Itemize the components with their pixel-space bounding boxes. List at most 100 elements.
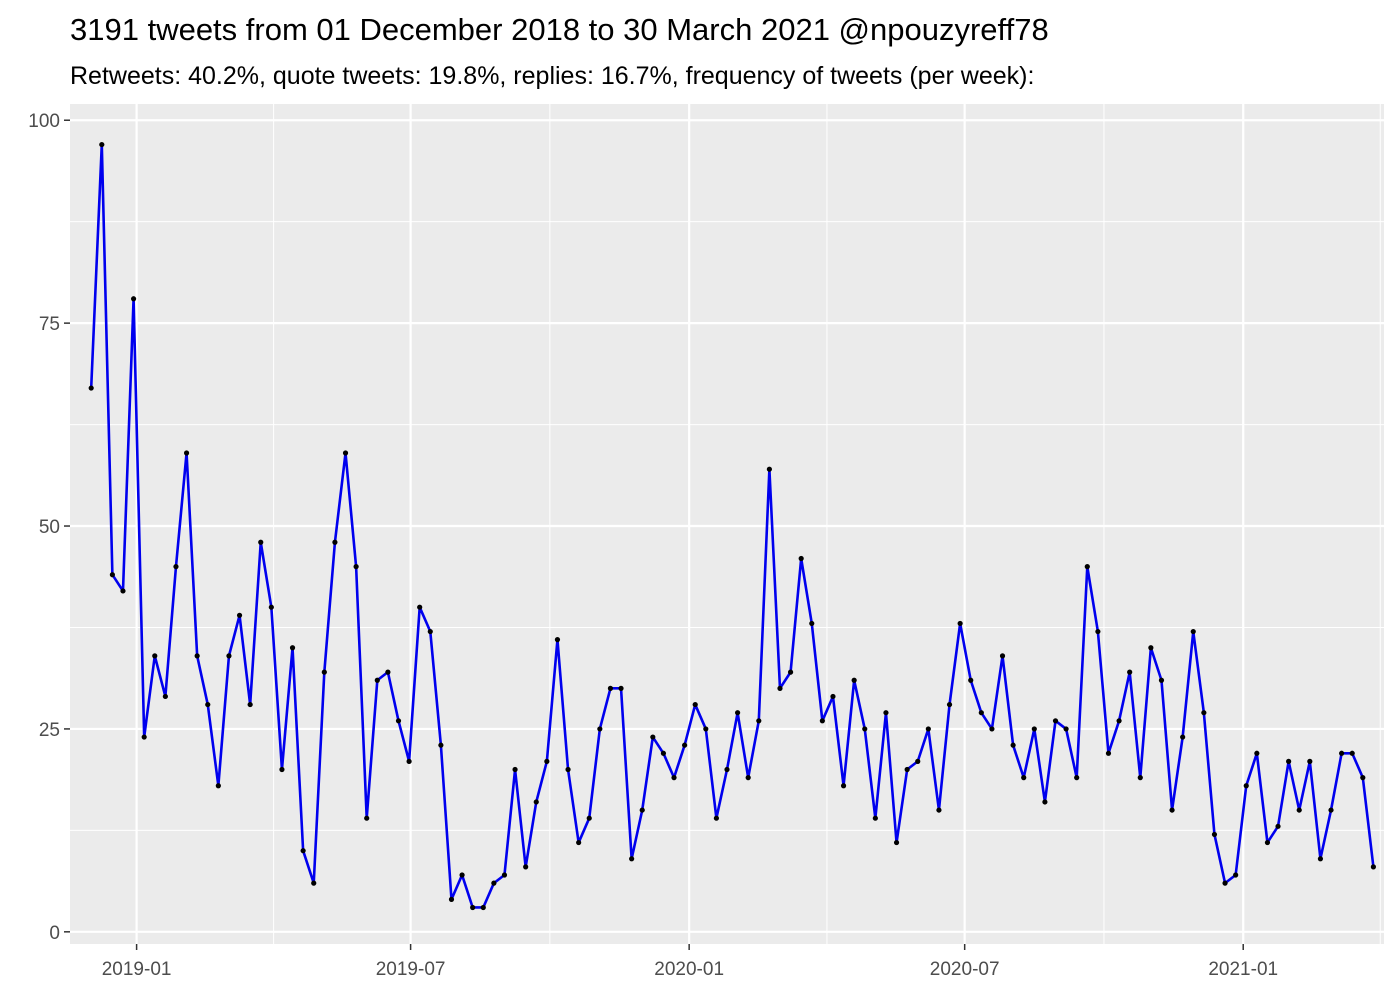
y-tick-label: 50 bbox=[39, 517, 60, 538]
data-point bbox=[438, 742, 444, 748]
data-point bbox=[353, 564, 359, 570]
data-point bbox=[1201, 710, 1207, 716]
data-point bbox=[491, 880, 497, 886]
data-point bbox=[1307, 758, 1313, 764]
data-point bbox=[1116, 718, 1122, 724]
data-point bbox=[332, 539, 338, 545]
data-point bbox=[1243, 783, 1249, 789]
data-point bbox=[1222, 880, 1228, 886]
data-point bbox=[1360, 775, 1366, 781]
data-point bbox=[745, 775, 751, 781]
data-point bbox=[523, 864, 529, 870]
data-point bbox=[120, 588, 126, 594]
data-point bbox=[724, 766, 730, 773]
data-point bbox=[1127, 669, 1133, 675]
data-point bbox=[915, 758, 921, 764]
data-point bbox=[554, 637, 561, 643]
data-point bbox=[1317, 856, 1324, 862]
data-point bbox=[1169, 807, 1175, 813]
data-point bbox=[840, 783, 847, 789]
data-point bbox=[1275, 823, 1281, 829]
data-point bbox=[109, 572, 115, 578]
data-point bbox=[629, 856, 635, 862]
data-point bbox=[883, 710, 889, 716]
data-point bbox=[1370, 864, 1376, 870]
data-point bbox=[152, 653, 158, 659]
data-point bbox=[713, 815, 720, 821]
data-point bbox=[1074, 775, 1080, 781]
data-point bbox=[1158, 677, 1165, 683]
chart-title: 3191 tweets from 01 December 2018 to 30 … bbox=[70, 12, 1049, 47]
data-point bbox=[1010, 742, 1016, 748]
data-point bbox=[226, 653, 232, 659]
x-tick-label: 2021-01 bbox=[1208, 959, 1278, 980]
data-point bbox=[268, 604, 274, 610]
data-point bbox=[1339, 750, 1345, 756]
data-point bbox=[639, 807, 645, 813]
data-point bbox=[597, 726, 603, 732]
data-point bbox=[735, 710, 741, 716]
data-point bbox=[798, 555, 804, 562]
data-point bbox=[194, 653, 200, 659]
data-point bbox=[607, 685, 614, 691]
data-point bbox=[586, 815, 592, 821]
data-point bbox=[141, 734, 147, 740]
data-point bbox=[258, 539, 264, 545]
data-point bbox=[364, 815, 370, 821]
data-point bbox=[1021, 775, 1027, 781]
data-point bbox=[936, 807, 942, 813]
data-point bbox=[1264, 839, 1271, 846]
axes: 0 25 50 75 100 2019-01 2019-07 2020-01 2020-07 20… bbox=[28, 111, 1278, 980]
x-tick-label: 2020-07 bbox=[930, 959, 1000, 980]
data-point bbox=[787, 669, 794, 675]
series-line bbox=[89, 143, 1375, 909]
data-point bbox=[342, 450, 349, 456]
data-point bbox=[311, 880, 317, 886]
data-point bbox=[215, 783, 221, 789]
data-point bbox=[470, 904, 476, 911]
data-point bbox=[533, 799, 539, 805]
data-point bbox=[544, 758, 550, 764]
data-point bbox=[1137, 775, 1143, 781]
data-point bbox=[236, 612, 243, 618]
data-point bbox=[385, 669, 391, 675]
data-point bbox=[1180, 734, 1186, 740]
data-point bbox=[1254, 750, 1260, 756]
data-point bbox=[1211, 831, 1218, 838]
data-point bbox=[1286, 758, 1292, 764]
data-point bbox=[417, 604, 423, 610]
data-point bbox=[448, 896, 455, 902]
minor-gridlines bbox=[70, 104, 1384, 944]
chart-subtitle: Retweets: 40.2%, quote tweets: 19.8%, re… bbox=[70, 62, 1035, 90]
data-point bbox=[946, 701, 953, 708]
data-point bbox=[766, 466, 772, 472]
data-point bbox=[819, 718, 825, 724]
data-point bbox=[968, 677, 974, 683]
data-point bbox=[1052, 718, 1059, 724]
data-point bbox=[650, 734, 656, 740]
data-point bbox=[904, 766, 910, 773]
data-point bbox=[374, 677, 380, 683]
data-point bbox=[809, 620, 815, 627]
data-point bbox=[618, 685, 624, 691]
data-point bbox=[565, 766, 571, 773]
data-point bbox=[247, 701, 253, 708]
data-point bbox=[682, 742, 688, 748]
data-point bbox=[671, 775, 677, 781]
y-tick-label: 0 bbox=[49, 923, 60, 944]
x-tick-label: 2020-01 bbox=[654, 959, 724, 980]
data-point bbox=[1190, 628, 1196, 635]
data-point bbox=[862, 726, 868, 732]
data-point bbox=[130, 296, 137, 302]
data-point bbox=[289, 645, 296, 651]
y-tick-label: 100 bbox=[28, 111, 60, 132]
data-point bbox=[1233, 872, 1239, 878]
data-point bbox=[300, 848, 306, 854]
data-point bbox=[459, 872, 465, 878]
data-point bbox=[1296, 807, 1302, 813]
data-point bbox=[989, 726, 995, 732]
data-point bbox=[830, 693, 836, 700]
data-point bbox=[1095, 628, 1101, 635]
y-tick-label: 75 bbox=[39, 314, 60, 335]
